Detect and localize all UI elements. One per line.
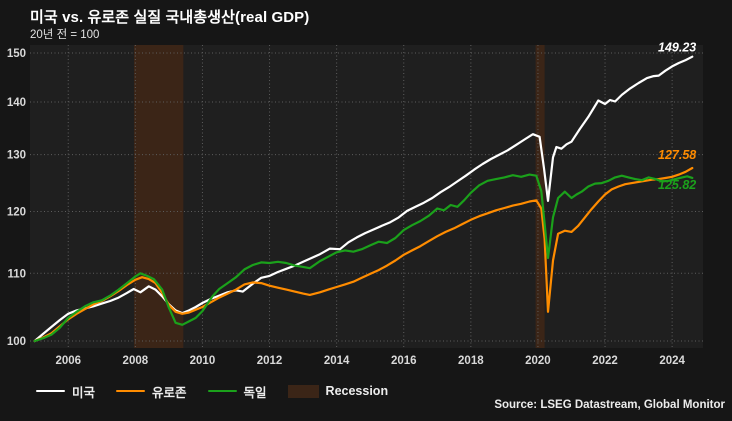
x-tick-label: 2016 xyxy=(391,355,417,367)
legend-item-recession: Recession xyxy=(287,384,389,398)
chart-subtitle: 20년 전 = 100 xyxy=(30,29,100,41)
legend-item-us: 미국 xyxy=(36,382,95,401)
legend-line-us-icon xyxy=(36,389,65,393)
x-tick-label: 2006 xyxy=(55,355,81,367)
recession-band-1 xyxy=(134,45,184,348)
x-tick-label: 2010 xyxy=(190,355,216,367)
x-tick-label: 2012 xyxy=(257,355,283,367)
x-tick-label: 2018 xyxy=(458,355,484,367)
end-label-us: 149.23 xyxy=(658,41,696,55)
series-line-eurozone xyxy=(33,166,694,343)
legend-recession-swatch-icon xyxy=(287,384,319,398)
series-line-us xyxy=(33,55,694,343)
legend-line-germany-icon xyxy=(207,389,237,393)
y-tick-label: 120 xyxy=(7,206,26,218)
legend-label-eurozone: 유로존 xyxy=(152,385,187,400)
legend-item-eurozone: 유로존 xyxy=(116,382,187,401)
series-line-germany xyxy=(33,173,694,343)
legend-line-eurozone-icon xyxy=(116,389,146,393)
y-tick-label: 150 xyxy=(7,48,26,60)
x-tick-label: 2020 xyxy=(525,355,551,367)
legend-label-germany: 독일 xyxy=(243,385,267,400)
recession-band-2 xyxy=(535,45,545,348)
y-tick-label: 140 xyxy=(7,97,26,109)
x-tick-label: 2014 xyxy=(324,355,350,367)
end-label-germany: 125.82 xyxy=(658,178,696,192)
legend-label-us: 미국 xyxy=(72,385,96,400)
y-tick-label: 100 xyxy=(7,336,26,348)
chart-title: 미국 vs. 유로존 실질 국내총생산(real GDP) xyxy=(30,9,310,26)
x-tick-label: 2022 xyxy=(592,355,618,367)
x-tick-label: 2008 xyxy=(123,355,149,367)
legend-label-recession: Recession xyxy=(325,384,389,398)
y-tick-label: 110 xyxy=(7,268,26,280)
end-label-eurozone: 127.58 xyxy=(658,148,696,162)
y-tick-label: 130 xyxy=(7,150,26,162)
source-text: Source: LSEG Datastream, Global Monitor xyxy=(494,399,725,411)
legend-item-germany: 독일 xyxy=(207,382,267,401)
legend: 미국 유로존 독일 Recession xyxy=(36,381,388,401)
x-tick-label: 2024 xyxy=(659,355,685,367)
